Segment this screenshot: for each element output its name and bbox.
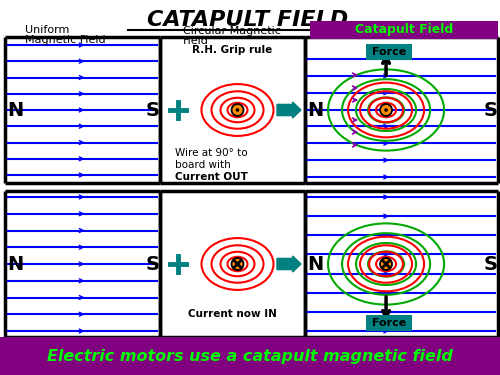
Text: Electric motors use a catapult magnetic field: Electric motors use a catapult magnetic …	[47, 348, 453, 363]
Text: N: N	[7, 100, 23, 120]
Text: N: N	[307, 255, 323, 273]
Polygon shape	[277, 102, 301, 118]
Text: Magnetic Field: Magnetic Field	[25, 35, 105, 45]
Circle shape	[232, 258, 243, 270]
Bar	[366, 315, 412, 331]
Text: S: S	[484, 255, 498, 273]
Text: Wire at 90° to
board with: Wire at 90° to board with	[175, 148, 248, 170]
Text: CATAPULT FIELD: CATAPULT FIELD	[148, 10, 348, 30]
Text: Catapult Field: Catapult Field	[355, 24, 453, 36]
Circle shape	[380, 104, 392, 116]
Text: R.H. Grip rule: R.H. Grip rule	[192, 45, 272, 55]
Polygon shape	[277, 256, 301, 272]
Circle shape	[236, 108, 240, 112]
Bar	[310, 21, 498, 39]
Text: Force: Force	[372, 318, 406, 328]
Text: Uniform: Uniform	[25, 25, 70, 35]
Circle shape	[384, 108, 388, 112]
Text: S: S	[146, 255, 160, 273]
Text: Circular Magnetic: Circular Magnetic	[183, 26, 281, 36]
Text: N: N	[307, 100, 323, 120]
Text: Current OUT: Current OUT	[175, 172, 248, 182]
Circle shape	[380, 258, 392, 270]
Text: S: S	[146, 100, 160, 120]
Text: Force: Force	[372, 47, 406, 57]
Text: Current now IN: Current now IN	[188, 309, 277, 319]
Text: N: N	[7, 255, 23, 273]
Circle shape	[232, 104, 243, 116]
Bar	[0, 337, 500, 375]
Bar	[366, 44, 412, 60]
Text: Field: Field	[183, 36, 209, 46]
Text: S: S	[484, 100, 498, 120]
